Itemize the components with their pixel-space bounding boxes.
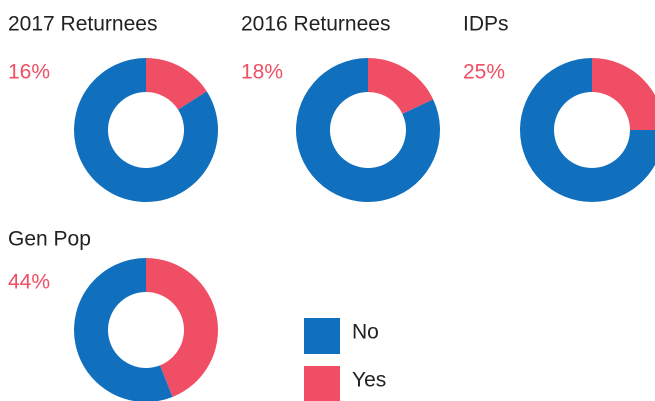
legend-label: Yes — [352, 369, 386, 392]
donut-slice — [74, 58, 219, 202]
legend-label: No — [352, 321, 379, 344]
value-label: 18% — [241, 61, 283, 84]
donut-slice — [146, 258, 218, 397]
value-label: 44% — [8, 271, 50, 294]
donut-slice — [74, 258, 173, 401]
chart-title: 2017 Returnees — [8, 13, 157, 36]
chart-title: Gen Pop — [8, 228, 91, 251]
value-label: 16% — [8, 61, 50, 84]
donut-slice — [296, 58, 441, 202]
chart-title: 2016 Returnees — [241, 13, 390, 36]
legend-swatch — [304, 318, 340, 354]
value-label: 25% — [463, 61, 505, 84]
donut-slice — [368, 58, 434, 114]
chart-title: IDPs — [463, 13, 509, 36]
donut-slice — [520, 58, 655, 202]
legend-swatch — [304, 366, 340, 401]
donut-slice — [146, 58, 207, 110]
donut-slice — [592, 58, 655, 130]
